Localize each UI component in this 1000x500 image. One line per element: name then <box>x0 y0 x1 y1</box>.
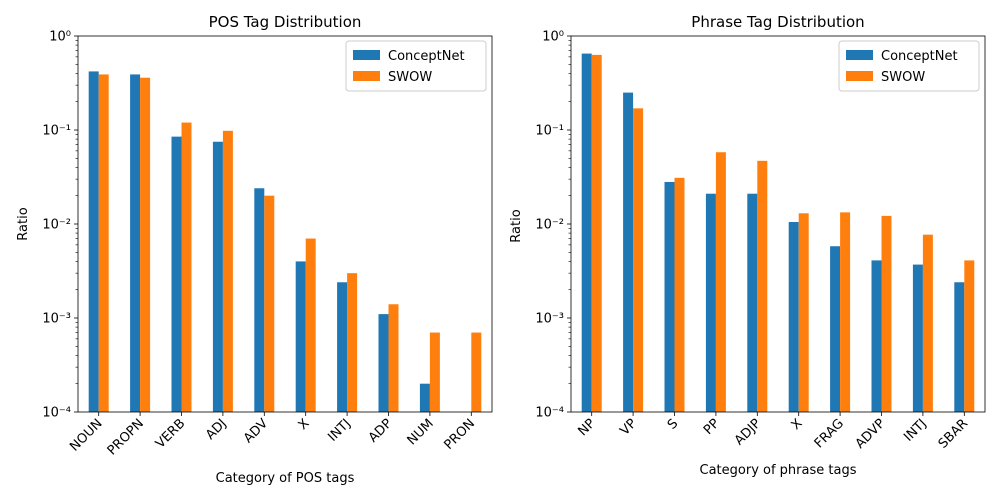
pos-legend-swatch-swow <box>353 71 380 81</box>
pos-y-axis-label: Ratio <box>16 207 31 240</box>
phrase-x-axis-label: Category of phrase tags <box>700 463 857 478</box>
phrase-plot-area: 10⁻⁴ 10⁻³ 10⁻² 10⁻¹ 10⁰ NP VP S PP ADJP X FRAG ADVP I… <box>535 30 986 452</box>
phrase-x-tick-label: PP <box>701 416 723 438</box>
pos-bar-conceptnet-noun <box>88 71 99 413</box>
phrase-bar-conceptnet-s <box>664 181 675 412</box>
pos-y-tick-label: 10⁰ <box>49 30 71 45</box>
phrase-legend-label-swow: SWOW <box>881 70 925 85</box>
pos-x-tick-label: NUM <box>405 416 437 448</box>
phrase-bar-conceptnet-adjp <box>747 193 758 412</box>
pos-legend-box <box>345 40 487 92</box>
phrase-bar-conceptnet-intj <box>912 264 923 412</box>
phrase-bar-swow-vp <box>633 108 644 412</box>
phrase-bar-swow-adjp <box>757 160 768 412</box>
phrase-x-tick-label: S <box>665 416 681 432</box>
pos-bar-swow-adp <box>388 304 399 412</box>
phrase-bar-conceptnet-advp <box>871 260 882 412</box>
phrase-bar-swow-sbar <box>964 260 975 412</box>
phrase-legend-swatch-conceptnet <box>846 50 873 60</box>
phrase-legend-box <box>838 40 980 92</box>
phrase-chart-title: Phrase Tag Distribution <box>691 13 864 31</box>
pos-chart: POS Tag Distribution 10⁻⁴ 10⁻³ 10⁻² 10⁻¹ 10⁰… <box>16 13 493 486</box>
pos-bar-swow-propn <box>140 77 151 412</box>
pos-x-tick-label: ADV <box>241 416 271 446</box>
pos-bar-conceptnet-x <box>295 261 306 412</box>
pos-bar-conceptnet-num <box>419 383 430 412</box>
phrase-bar-conceptnet-vp <box>623 92 634 413</box>
phrase-y-tick-label: 10⁻² <box>535 218 564 233</box>
pos-legend: ConceptNet SWOW <box>345 40 487 92</box>
phrase-axes-frame <box>570 35 986 413</box>
phrase-bar-swow-advp <box>881 215 892 412</box>
phrase-bar-swow-x <box>798 213 809 412</box>
pos-bar-conceptnet-propn <box>130 74 141 412</box>
pos-y-tick-label: 10⁻¹ <box>42 124 71 139</box>
pos-plot-area: 10⁻⁴ 10⁻³ 10⁻² 10⁻¹ 10⁰ NOUN PROPN VERB ADJ ADV X I… <box>42 30 493 458</box>
pos-x-tick-label: INTJ <box>325 416 354 445</box>
pos-bar-swow-num <box>429 332 440 412</box>
phrase-y-tick-label: 10⁰ <box>542 30 564 45</box>
pos-x-tick-label: NOUN <box>67 416 105 454</box>
pos-x-tick-label: PRON <box>441 416 478 453</box>
phrase-bar-conceptnet-sbar <box>954 282 965 412</box>
pos-bar-swow-verb <box>181 122 192 413</box>
phrase-x-tick-label: VP <box>617 416 640 439</box>
pos-bar-swow-intj <box>347 273 358 412</box>
pos-x-tick-label: ADP <box>366 416 396 446</box>
phrase-x-tick-label: ADVP <box>853 416 889 452</box>
pos-x-tick-label: ADJ <box>203 416 230 443</box>
phrase-x-tick-label: FRAG <box>812 416 847 451</box>
phrase-legend: ConceptNet SWOW <box>838 40 980 92</box>
pos-axes-frame <box>77 35 493 413</box>
phrase-x-tick-label: INTJ <box>901 416 930 445</box>
pos-x-axis-label: Category of POS tags <box>216 471 355 486</box>
pos-legend-label-swow: SWOW <box>388 70 432 85</box>
phrase-x-tick-label: SBAR <box>936 416 971 451</box>
phrase-bar-swow-s <box>674 177 685 412</box>
pos-bar-swow-x <box>305 238 316 412</box>
pos-y-tick-label: 10⁻³ <box>42 312 71 327</box>
phrase-bar-conceptnet-frag <box>830 246 841 412</box>
pos-legend-swatch-conceptnet <box>353 50 380 60</box>
phrase-bar-swow-pp <box>715 152 726 412</box>
phrase-bar-conceptnet-pp <box>705 193 716 412</box>
phrase-y-axis-label: Ratio <box>509 209 524 242</box>
phrase-bar-conceptnet-x <box>788 222 799 412</box>
pos-x-tick-label: PROPN <box>105 416 147 458</box>
phrase-x-tick-label: X <box>789 416 806 433</box>
phrase-chart: Phrase Tag Distribution 10⁻⁴ 10⁻³ 10⁻² 10⁻¹… <box>509 13 986 478</box>
pos-bar-conceptnet-adp <box>378 314 389 412</box>
pos-y-tick-label: 10⁻⁴ <box>42 406 71 421</box>
phrase-y-tick-label: 10⁻⁴ <box>535 406 564 421</box>
phrase-x-tick-label: ADJP <box>732 416 764 448</box>
pos-bar-conceptnet-adj <box>212 141 223 412</box>
phrase-legend-label-conceptnet: ConceptNet <box>881 49 958 64</box>
pos-bar-swow-pron <box>471 332 482 412</box>
pos-bar-swow-adv <box>264 195 275 412</box>
phrase-bar-conceptnet-np <box>581 53 592 412</box>
pos-x-tick-label: X <box>296 416 313 433</box>
pos-x-tick-label: VERB <box>153 416 188 451</box>
pos-legend-label-conceptnet: ConceptNet <box>388 49 465 64</box>
pos-bar-conceptnet-verb <box>171 136 182 412</box>
phrase-bar-swow-np <box>591 54 602 412</box>
phrase-legend-swatch-swow <box>846 71 873 81</box>
pos-chart-title: POS Tag Distribution <box>209 13 362 31</box>
phrase-y-tick-label: 10⁻³ <box>535 312 564 327</box>
phrase-x-tick-label: NP <box>575 416 598 439</box>
phrase-bar-swow-intj <box>922 234 933 412</box>
pos-y-tick-label: 10⁻² <box>42 218 71 233</box>
pos-bar-swow-noun <box>98 74 109 412</box>
pos-bar-swow-adj <box>222 130 233 412</box>
pos-bar-conceptnet-adv <box>254 188 265 412</box>
pos-bar-conceptnet-intj <box>337 282 348 412</box>
phrase-y-tick-label: 10⁻¹ <box>535 124 564 139</box>
phrase-bar-swow-frag <box>840 212 851 412</box>
